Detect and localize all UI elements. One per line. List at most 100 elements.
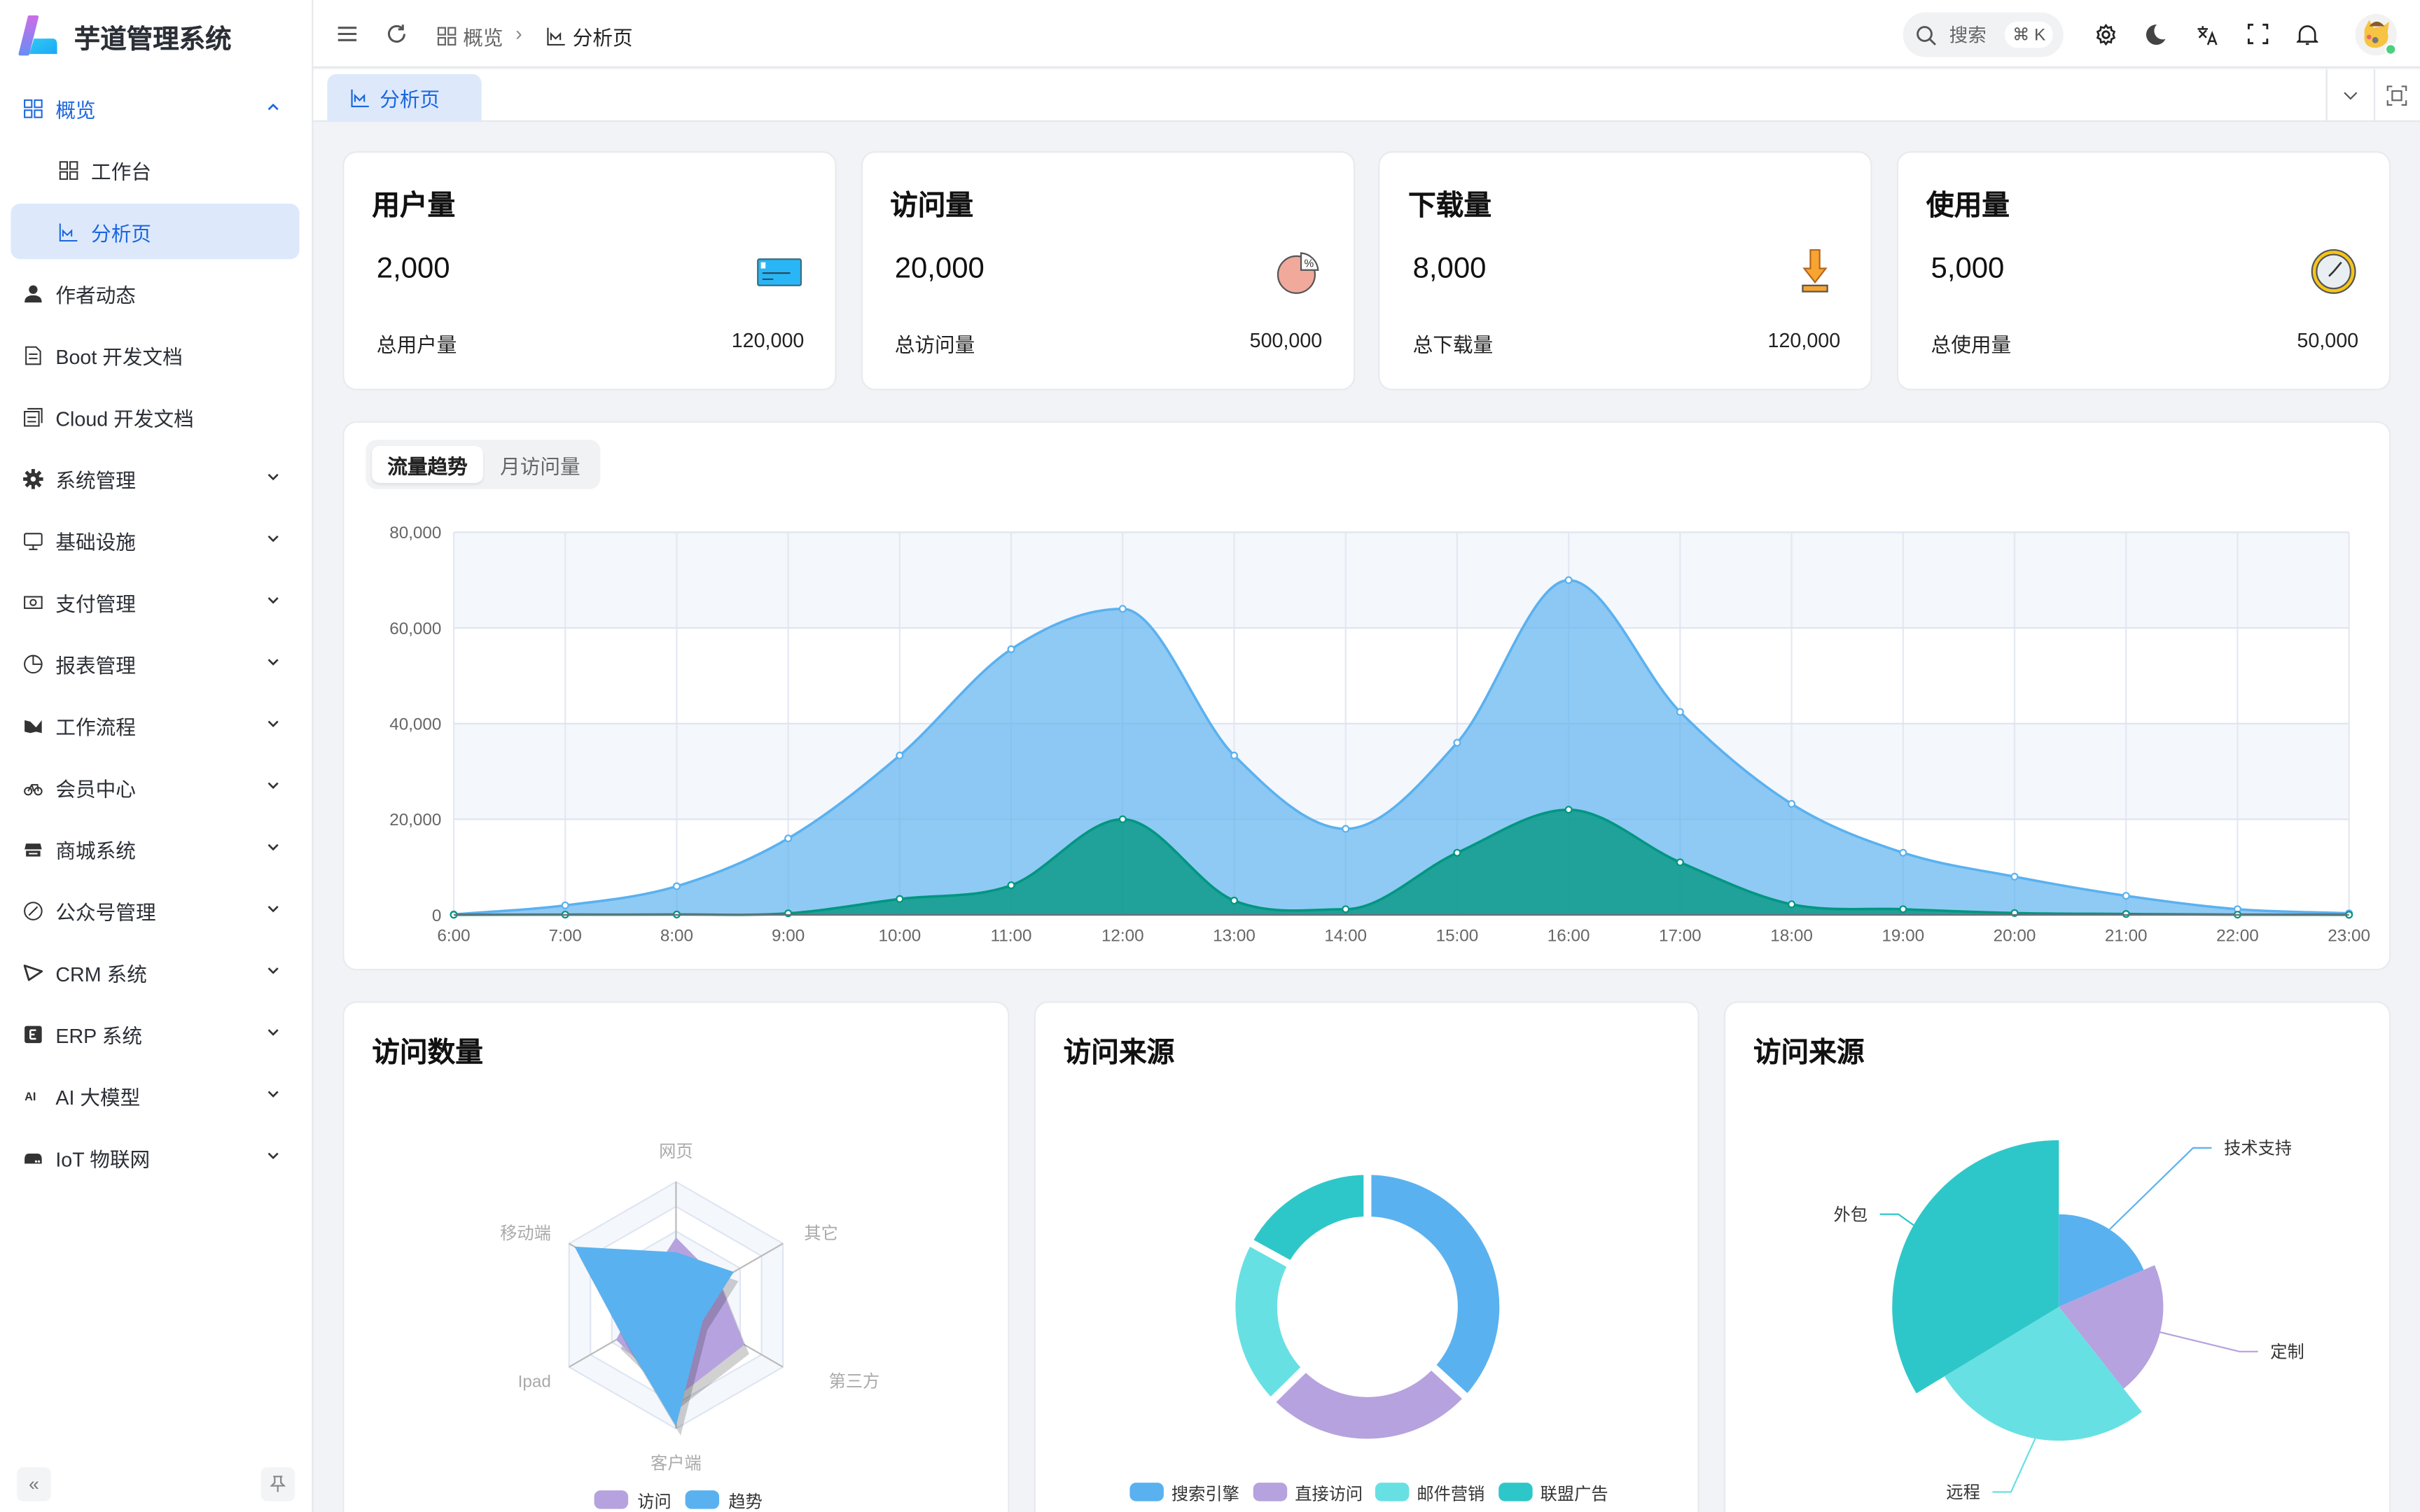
sidebar-item-0[interactable]: 概览 — [0, 77, 312, 139]
sidebar-item-12[interactable]: 商城系统 — [0, 818, 312, 879]
fullscreen-button[interactable] — [2243, 18, 2274, 49]
donut-chart: 搜索引擎 直接访问 邮件营销 联盟广告 — [1129, 1167, 1608, 1504]
sidebar-item-9[interactable]: 报表管理 — [0, 633, 312, 694]
sidebar-item-8[interactable]: 支付管理 — [0, 571, 312, 633]
tabs-dropdown-button[interactable] — [2339, 85, 2361, 106]
tab-analysis[interactable]: 分析页 — [327, 74, 482, 122]
erp-icon — [24, 1025, 41, 1043]
donut-slice[interactable] — [1267, 1361, 1472, 1447]
logo[interactable]: 芋道管理系统 — [15, 13, 232, 59]
sidebar-item-10[interactable]: 工作流程 — [0, 694, 312, 756]
data-point[interactable] — [1230, 897, 1239, 905]
rose-slice[interactable] — [2059, 1214, 2144, 1307]
tab-traffic-trend[interactable]: 流量趋势 — [372, 445, 483, 483]
data-point[interactable] — [1676, 858, 1684, 867]
sidebar-item-5[interactable]: Cloud 开发文档 — [0, 386, 312, 447]
data-point[interactable] — [1788, 900, 1796, 909]
menu-toggle-button[interactable] — [332, 18, 363, 49]
legend-swatch[interactable] — [1253, 1483, 1288, 1502]
legend-label[interactable]: 搜索引擎 — [1171, 1485, 1239, 1504]
radar-indicator-label: 网页 — [659, 1142, 693, 1161]
pin-sidebar-button[interactable] — [260, 1467, 295, 1502]
radar-series-1[interactable] — [574, 1246, 734, 1427]
data-point[interactable] — [784, 834, 793, 843]
data-point[interactable] — [1676, 708, 1684, 716]
legend-swatch[interactable] — [1375, 1483, 1410, 1502]
tab-monthly-visits[interactable]: 月访问量 — [500, 454, 580, 478]
data-point[interactable] — [2122, 892, 2130, 900]
sidebar-item-7[interactable]: 基础设施 — [0, 509, 312, 570]
slice-label: 定制 — [2270, 1343, 2304, 1362]
legend-swatch[interactable] — [594, 1490, 629, 1509]
sidebar-item-3[interactable]: 作者动态 — [0, 262, 312, 324]
data-point[interactable] — [672, 882, 681, 890]
search-icon — [1917, 25, 1936, 45]
sidebar-item-16[interactable]: AI AI 大模型 — [0, 1065, 312, 1126]
data-point[interactable] — [1453, 848, 1461, 857]
breadcrumb-item-analysis[interactable]: 分析页 — [546, 22, 633, 51]
sidebar-item-2[interactable]: 分析页 — [0, 201, 312, 262]
sidebar-item-label: 系统管理 — [55, 468, 136, 492]
notifications-button[interactable] — [2292, 18, 2323, 49]
split-area — [454, 532, 2349, 629]
data-point[interactable] — [1342, 825, 1350, 833]
data-point[interactable] — [1899, 848, 1907, 857]
data-point[interactable] — [896, 751, 904, 760]
sidebar: 芋道管理系统 概览 工作台分析页作者动态 Boot 开发文档 Cloud 开发文档系统… — [0, 0, 314, 1512]
data-point[interactable] — [2122, 910, 2130, 918]
sidebar-item-1[interactable]: 工作台 — [0, 139, 312, 200]
data-point[interactable] — [1453, 738, 1461, 747]
breadcrumb-item-overview[interactable]: 概览 — [437, 22, 503, 51]
donut-slice[interactable] — [1244, 1167, 1372, 1269]
search-button[interactable]: 搜索 ⌘ K — [1903, 12, 2064, 57]
data-point[interactable] — [1007, 881, 1015, 890]
sidebar-item-15[interactable]: ERP 系统 — [0, 1003, 312, 1065]
stat-total-label: 总下载量 — [1412, 333, 1494, 357]
legend-label[interactable]: 直接访问 — [1295, 1485, 1363, 1504]
sidebar-item-11[interactable]: 会员中心 — [0, 756, 312, 818]
collapse-sidebar-button[interactable]: « — [17, 1467, 51, 1502]
legend-label[interactable]: 邮件营销 — [1417, 1485, 1484, 1504]
sidebar-item-14[interactable]: CRM 系统 — [0, 941, 312, 1003]
data-point[interactable] — [1007, 645, 1015, 653]
legend-label[interactable]: 联盟广告 — [1541, 1485, 1608, 1504]
avatar[interactable] — [2355, 13, 2397, 56]
sidebar-item-4[interactable]: Boot 开发文档 — [0, 324, 312, 386]
data-point[interactable] — [561, 901, 569, 909]
refresh-button[interactable] — [381, 18, 412, 49]
data-point[interactable] — [2010, 872, 2019, 881]
rose-slice[interactable] — [1944, 1306, 2142, 1441]
data-point[interactable] — [1118, 815, 1127, 823]
data-point[interactable] — [1564, 806, 1573, 814]
stat-total-value: 120,000 — [1767, 328, 1841, 352]
dark-mode-button[interactable] — [2139, 18, 2170, 49]
language-button[interactable] — [2192, 18, 2223, 49]
data-point[interactable] — [1788, 799, 1796, 808]
legend-swatch[interactable] — [685, 1490, 720, 1509]
data-point[interactable] — [1342, 905, 1350, 913]
sidebar-item-6[interactable]: 系统管理 — [0, 447, 312, 509]
data-point[interactable] — [1564, 576, 1573, 584]
rose-slice[interactable] — [2059, 1265, 2164, 1389]
hamburger-icon — [338, 27, 357, 41]
rose-slice[interactable] — [1892, 1140, 2059, 1394]
donut-slice[interactable] — [1363, 1167, 1508, 1403]
legend-label[interactable]: 访问 — [637, 1492, 671, 1511]
legend-label[interactable]: 趋势 — [728, 1492, 762, 1511]
data-point[interactable] — [1118, 605, 1127, 613]
header: 概览 › 分析页 搜索 ⌘ K — [313, 0, 2420, 68]
slice-label: 技术支持 — [2224, 1140, 2292, 1158]
settings-button[interactable] — [2089, 18, 2120, 49]
data-point[interactable] — [896, 895, 904, 903]
legend-swatch[interactable] — [1129, 1483, 1164, 1502]
sidebar-item-13[interactable]: 公众号管理 — [0, 879, 312, 941]
sidebar-item-label: 分析页 — [91, 221, 152, 245]
chevron-down-icon — [267, 597, 279, 604]
maximize-content-button[interactable] — [2386, 85, 2408, 106]
data-point[interactable] — [1899, 905, 1907, 913]
sidebar-item-17[interactable]: IoT 物联网 — [0, 1126, 312, 1188]
legend-swatch[interactable] — [1498, 1483, 1533, 1502]
data-point[interactable] — [1230, 751, 1239, 760]
chart-icon — [547, 27, 565, 46]
